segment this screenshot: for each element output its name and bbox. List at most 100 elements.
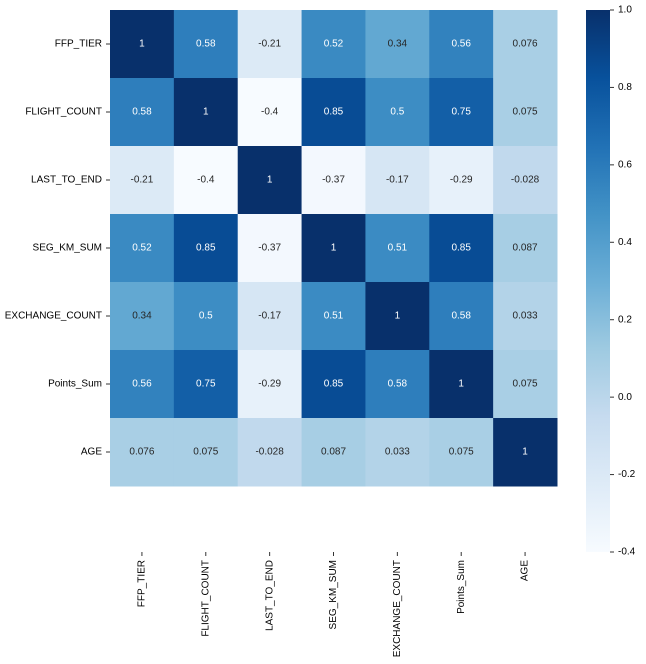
heatmap-cell <box>365 10 430 79</box>
cell-label: 0.85 <box>451 243 471 254</box>
heatmap-cell <box>110 78 175 147</box>
heatmap-cell <box>365 418 430 487</box>
cell-label: 0.076 <box>513 39 538 50</box>
heatmap-cell <box>173 418 239 487</box>
cell-label: 1 <box>267 175 273 186</box>
heatmap-cell <box>429 418 494 487</box>
heatmap-cell <box>429 78 494 147</box>
y-tick-label: FLIGHT_COUNT <box>25 107 102 118</box>
heatmap-cell <box>493 146 558 215</box>
heatmap-cell <box>173 146 239 215</box>
cell-label: 0.075 <box>449 447 474 458</box>
cell-label: 0.85 <box>196 243 216 254</box>
cell-label: 0.087 <box>513 243 538 254</box>
cell-label: -0.4 <box>197 175 215 186</box>
cell-label: 0.75 <box>451 107 471 118</box>
y-tick-label: SEG_KM_SUM <box>33 243 102 254</box>
cell-label: 0.85 <box>324 379 344 390</box>
colorbar-tick-label: 1.0 <box>618 5 632 16</box>
heatmap-cell <box>173 78 239 147</box>
heatmap-cell <box>173 214 239 283</box>
heatmap-cell <box>429 146 494 215</box>
cell-label: 0.75 <box>196 379 216 390</box>
heatmap-cell <box>110 10 175 79</box>
heatmap-cell <box>110 146 175 215</box>
cell-label: 0.5 <box>390 107 404 118</box>
heatmap-cell <box>110 418 175 487</box>
cell-label: 0.34 <box>132 311 152 322</box>
cell-label: -0.21 <box>131 175 154 186</box>
heatmap-cell <box>173 10 239 79</box>
colorbar-tick-label: 0.2 <box>618 314 632 325</box>
cell-label: 1 <box>522 447 528 458</box>
colorbar-tick-label: -0.4 <box>618 547 636 558</box>
x-tick-label: EXCHANGE_COUNT <box>392 560 403 657</box>
cell-label: -0.4 <box>261 107 279 118</box>
cell-label: -0.21 <box>258 39 281 50</box>
heatmap-cell <box>110 214 175 283</box>
heatmap-cell <box>301 146 366 215</box>
x-tick-label: SEG_KM_SUM <box>328 560 339 629</box>
cell-label: 0.58 <box>132 107 152 118</box>
cell-label: 0.5 <box>199 311 213 322</box>
cell-label: 0.033 <box>385 447 410 458</box>
cell-label: 0.076 <box>129 447 154 458</box>
heatmap-cell <box>110 282 175 351</box>
heatmap-cell <box>301 282 366 351</box>
heatmap-cell <box>365 214 430 283</box>
heatmap-cell <box>301 78 366 147</box>
cell-label: 0.34 <box>388 39 408 50</box>
heatmap-cell <box>429 214 494 283</box>
cell-label: 0.075 <box>513 107 538 118</box>
heatmap-cell <box>173 282 239 351</box>
cell-label: 0.85 <box>324 107 344 118</box>
heatmap-cell <box>365 78 430 147</box>
heatmap-cell <box>237 350 303 419</box>
cell-label: 0.56 <box>132 379 152 390</box>
cell-label: 0.075 <box>193 447 218 458</box>
heatmap-cell <box>237 214 303 283</box>
heatmap-cell <box>493 282 558 351</box>
heatmap-cell <box>237 10 303 79</box>
heatmap-cell <box>173 350 239 419</box>
cell-label: 0.51 <box>388 243 408 254</box>
heatmap-cell <box>365 146 430 215</box>
heatmap-cell <box>493 78 558 147</box>
cell-label: -0.17 <box>386 175 409 186</box>
cell-label: -0.29 <box>258 379 281 390</box>
heatmap-cell <box>365 282 430 351</box>
colorbar-tick-label: 0.6 <box>618 159 632 170</box>
heatmap-cell <box>493 10 558 79</box>
heatmap-cell <box>301 214 366 283</box>
cell-label: 0.58 <box>196 39 216 50</box>
x-tick-label: LAST_TO_END <box>264 560 275 631</box>
cell-label: 1 <box>331 243 337 254</box>
cell-label: 0.52 <box>324 39 344 50</box>
y-tick-label: LAST_TO_END <box>31 175 102 186</box>
cell-label: 0.56 <box>451 39 471 50</box>
y-tick-label: AGE <box>81 447 102 458</box>
cell-label: 0.58 <box>388 379 408 390</box>
y-tick-label: EXCHANGE_COUNT <box>5 311 102 322</box>
cell-label: -0.37 <box>258 243 281 254</box>
cell-label: 0.58 <box>451 311 471 322</box>
cell-label: 1 <box>203 107 209 118</box>
x-tick-label: FLIGHT_COUNT <box>200 560 211 637</box>
cell-label: 0.075 <box>513 379 538 390</box>
heatmap-cell <box>429 10 494 79</box>
x-tick-label: FFP_TIER <box>137 560 148 607</box>
heatmap-cell <box>301 350 366 419</box>
heatmap-cell <box>301 418 366 487</box>
heatmap-cell <box>237 418 303 487</box>
heatmap-cell <box>110 350 175 419</box>
heatmap-cell <box>493 350 558 419</box>
x-tick-label: Points_Sum <box>456 560 467 614</box>
heatmap-cell <box>493 214 558 283</box>
cell-label: 1 <box>139 39 145 50</box>
heatmap-cell <box>429 282 494 351</box>
heatmap-cell <box>301 10 366 79</box>
cell-label: -0.29 <box>450 175 473 186</box>
cell-label: -0.17 <box>258 311 281 322</box>
heatmap-cell <box>365 350 430 419</box>
